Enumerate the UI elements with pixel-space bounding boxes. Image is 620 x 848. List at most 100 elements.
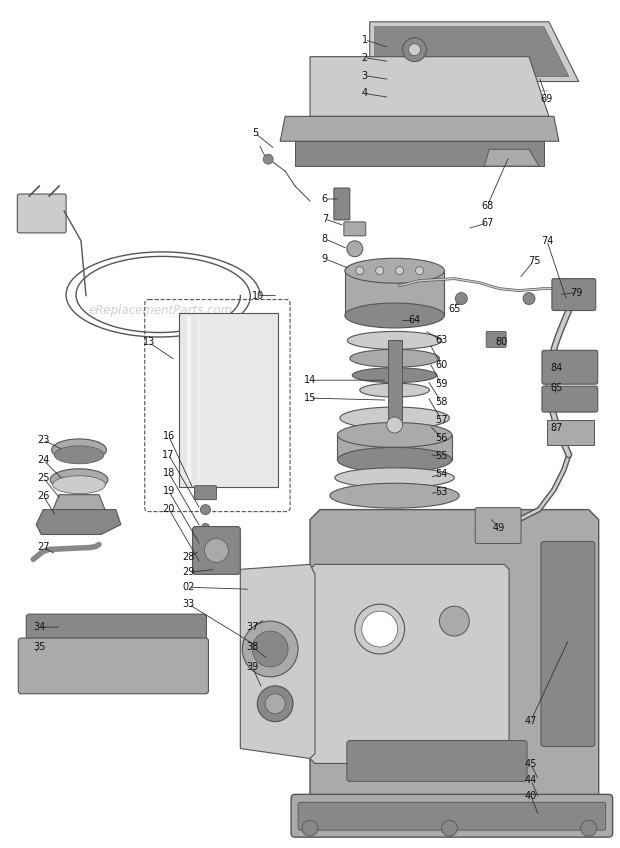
Circle shape	[356, 267, 364, 275]
Text: 55: 55	[435, 451, 448, 460]
Polygon shape	[310, 57, 549, 116]
FancyBboxPatch shape	[476, 508, 521, 544]
Text: 20: 20	[162, 504, 175, 514]
Ellipse shape	[345, 259, 445, 283]
Circle shape	[581, 820, 596, 836]
Circle shape	[200, 505, 210, 515]
Text: 35: 35	[33, 642, 45, 652]
Text: 65: 65	[448, 304, 461, 314]
FancyBboxPatch shape	[26, 614, 206, 650]
Circle shape	[252, 631, 288, 667]
Ellipse shape	[352, 368, 437, 382]
Polygon shape	[310, 565, 509, 763]
Text: 45: 45	[525, 760, 537, 769]
Ellipse shape	[337, 422, 452, 448]
Ellipse shape	[360, 383, 430, 397]
Text: 59: 59	[435, 379, 448, 389]
Circle shape	[264, 154, 273, 165]
Circle shape	[242, 621, 298, 677]
FancyBboxPatch shape	[19, 638, 208, 694]
Text: eReplacementParts.com: eReplacementParts.com	[89, 304, 232, 317]
Ellipse shape	[54, 446, 104, 464]
FancyBboxPatch shape	[334, 188, 350, 220]
Text: 53: 53	[435, 487, 448, 497]
FancyBboxPatch shape	[298, 802, 606, 830]
Text: 69: 69	[541, 94, 553, 104]
FancyBboxPatch shape	[337, 435, 453, 460]
Circle shape	[441, 820, 458, 836]
Text: 54: 54	[435, 469, 448, 479]
Circle shape	[440, 606, 469, 636]
FancyBboxPatch shape	[388, 340, 402, 420]
Circle shape	[257, 686, 293, 722]
Text: 19: 19	[162, 486, 175, 496]
Text: 4: 4	[361, 88, 368, 98]
Circle shape	[265, 694, 285, 714]
Text: 28: 28	[182, 552, 195, 562]
Text: 3: 3	[361, 70, 368, 81]
FancyBboxPatch shape	[291, 795, 613, 837]
Ellipse shape	[335, 468, 454, 488]
Circle shape	[376, 267, 384, 275]
Circle shape	[523, 293, 535, 304]
Circle shape	[355, 604, 405, 654]
Text: 15: 15	[304, 393, 316, 403]
Text: 8: 8	[322, 234, 328, 244]
Circle shape	[202, 523, 210, 532]
Text: 44: 44	[525, 775, 537, 785]
Text: 5: 5	[252, 128, 259, 138]
FancyBboxPatch shape	[193, 527, 241, 574]
Text: 27: 27	[37, 543, 50, 552]
Text: 39: 39	[246, 662, 259, 672]
Text: 40: 40	[525, 791, 537, 801]
Circle shape	[409, 44, 420, 56]
Text: 75: 75	[528, 256, 540, 265]
Polygon shape	[484, 149, 539, 166]
FancyBboxPatch shape	[195, 486, 216, 499]
Polygon shape	[295, 142, 544, 166]
Polygon shape	[36, 510, 121, 534]
Text: 10: 10	[252, 291, 264, 300]
Circle shape	[361, 611, 397, 647]
Text: 60: 60	[435, 360, 448, 371]
Text: 57: 57	[435, 415, 448, 425]
Circle shape	[396, 267, 404, 275]
Ellipse shape	[330, 483, 459, 508]
Text: 56: 56	[435, 433, 448, 443]
Text: 37: 37	[246, 622, 259, 632]
Text: 24: 24	[37, 455, 50, 465]
Ellipse shape	[53, 476, 105, 494]
Ellipse shape	[350, 349, 440, 367]
Text: 64: 64	[409, 315, 420, 326]
Polygon shape	[374, 27, 569, 76]
Circle shape	[202, 542, 210, 550]
FancyBboxPatch shape	[345, 271, 445, 315]
Text: 74: 74	[541, 236, 553, 246]
Text: 87: 87	[551, 423, 563, 433]
FancyBboxPatch shape	[486, 332, 506, 348]
Text: 58: 58	[435, 397, 448, 407]
Ellipse shape	[345, 303, 445, 328]
Polygon shape	[52, 494, 106, 511]
Text: 6: 6	[322, 194, 328, 204]
Polygon shape	[370, 22, 579, 81]
Circle shape	[402, 38, 427, 62]
Circle shape	[415, 267, 423, 275]
Text: 38: 38	[246, 642, 259, 652]
FancyBboxPatch shape	[542, 350, 598, 384]
Text: 68: 68	[481, 201, 494, 211]
Text: 2: 2	[361, 53, 368, 63]
Text: 16: 16	[162, 431, 175, 441]
Text: 34: 34	[33, 622, 45, 632]
Text: 18: 18	[162, 468, 175, 477]
Polygon shape	[310, 510, 599, 818]
Text: 25: 25	[37, 472, 50, 483]
FancyBboxPatch shape	[17, 194, 66, 233]
FancyBboxPatch shape	[179, 313, 278, 487]
Text: 23: 23	[37, 435, 50, 445]
Text: 33: 33	[182, 600, 195, 609]
Ellipse shape	[50, 469, 108, 491]
Polygon shape	[280, 116, 559, 142]
Text: 02: 02	[182, 583, 195, 592]
Text: 1: 1	[361, 35, 368, 45]
